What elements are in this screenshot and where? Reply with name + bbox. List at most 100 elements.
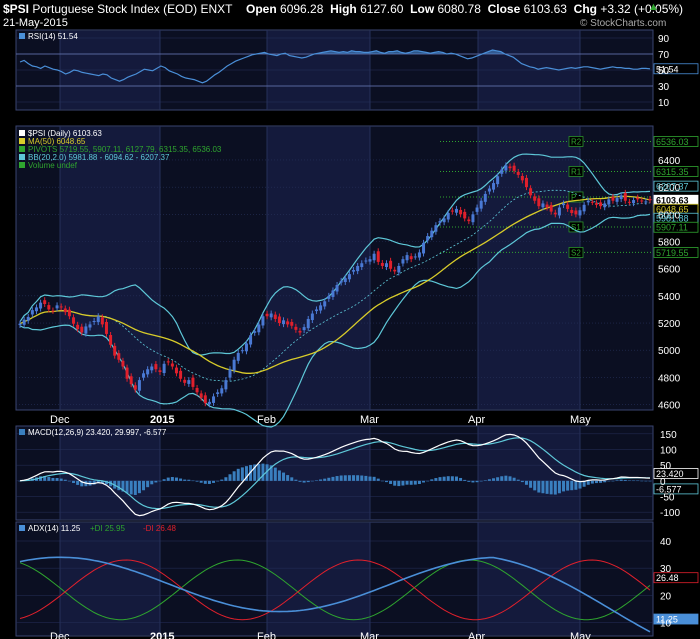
macd-histogram-bar	[438, 477, 442, 481]
candle-body	[356, 265, 360, 272]
macd-tag: 23.420	[656, 469, 684, 479]
month-shade	[478, 127, 580, 409]
candle-body	[216, 392, 220, 394]
candle-body	[327, 295, 331, 299]
price-legend-item: PIVOTS 5719.55, 5907.11, 6127.79, 6315.3…	[28, 145, 222, 154]
candle-body	[166, 361, 170, 363]
candle-body	[80, 326, 84, 333]
macd-histogram-bar	[236, 468, 240, 481]
macd-histogram-bar	[121, 480, 125, 492]
candle-body	[640, 200, 644, 202]
candle-body	[594, 203, 598, 205]
macd-histogram-bar	[467, 480, 471, 482]
candle-body	[129, 376, 133, 385]
candle-body	[479, 200, 483, 209]
month-shade	[60, 523, 160, 635]
macd-histogram-bar	[150, 480, 154, 485]
candle-body	[459, 209, 463, 215]
candle-body	[450, 210, 454, 212]
candle-body	[504, 165, 508, 171]
candle-body	[380, 262, 384, 266]
x-axis-label-adx: Feb	[257, 631, 276, 639]
macd-histogram-bar	[516, 479, 520, 481]
candle-body	[265, 313, 269, 317]
macd-histogram-bar	[96, 480, 100, 484]
candle-body	[615, 198, 619, 202]
candle-body	[22, 319, 26, 325]
pivot-label: R1	[571, 167, 582, 176]
macd-signal-line	[19, 437, 651, 510]
macd-histogram-bar	[632, 480, 636, 482]
macd-histogram-bar	[537, 480, 541, 493]
macd-line	[19, 433, 651, 517]
candle-body	[644, 201, 648, 203]
high-value: 6127.60	[360, 2, 404, 16]
price-tag: 6315.35	[656, 167, 689, 177]
macd-tag-box	[653, 468, 699, 479]
macd-histogram-bar	[442, 476, 446, 481]
candle-body	[611, 196, 615, 201]
candle-body	[273, 314, 277, 319]
macd-histogram-bar	[430, 479, 434, 481]
month-shade	[478, 523, 580, 635]
symbol-line: $PSI Portuguese Stock Index (EOD) ENXT	[3, 2, 232, 16]
candle-body	[545, 204, 549, 208]
macd-histogram-bar	[257, 464, 261, 481]
candle-body	[104, 321, 108, 334]
macd-histogram-bar	[496, 477, 500, 481]
rsi-tag-box	[653, 63, 699, 75]
candle-body	[483, 193, 487, 202]
candle-body	[302, 327, 306, 331]
macd-histogram-bar	[323, 478, 327, 481]
candle-body	[467, 219, 471, 222]
x-axis-label-adx: Mar	[360, 631, 379, 639]
chart-date: 21-May-2015	[3, 17, 68, 29]
symbol: $PSI	[3, 2, 30, 16]
macd-histogram-bar	[100, 480, 104, 484]
price-tag: 6207.37	[656, 182, 689, 192]
candle-body	[34, 307, 38, 312]
macd-histogram-bar	[302, 480, 306, 483]
candle-body	[121, 360, 125, 367]
candle-body	[352, 270, 356, 272]
macd-histogram-bar	[228, 474, 232, 481]
candle-body	[578, 210, 582, 216]
adx-tag-box	[653, 572, 699, 584]
macd-tag-box	[653, 483, 699, 495]
candle-body	[314, 309, 318, 312]
minus-di-line	[19, 559, 651, 621]
candle-body	[339, 280, 343, 283]
candle-body	[364, 260, 368, 262]
macd-histogram-bar	[529, 480, 533, 488]
macd-histogram-bar	[195, 480, 199, 482]
x-axis-label-price: Apr	[468, 414, 485, 426]
adx-y-tick: 10	[660, 618, 672, 629]
macd-label: MACD(12,26,9) 23.420, 29.997, -6.577	[28, 428, 167, 437]
macd-histogram-bar	[520, 480, 524, 483]
candle-body	[18, 323, 22, 326]
candle-body	[471, 214, 475, 223]
candle-body	[67, 309, 71, 317]
macd-histogram-bar	[55, 478, 59, 481]
macd-histogram-bar	[224, 477, 228, 481]
candle-body	[261, 316, 265, 326]
rsi-y-tick: 50	[658, 66, 670, 77]
x-axis-label-price: May	[570, 414, 591, 426]
macd-histogram-bar	[306, 480, 310, 483]
candle-body	[496, 176, 500, 185]
legend-swatch	[19, 138, 25, 144]
macd-histogram-bar	[434, 478, 438, 481]
macd-histogram-bar	[277, 470, 281, 481]
candle-body	[409, 256, 413, 260]
price-y-tick: 5600	[658, 265, 681, 276]
candle-body	[590, 201, 594, 203]
adx-y-tick: 30	[660, 564, 672, 575]
candle-body	[282, 320, 286, 325]
macd-histogram-bar	[142, 480, 146, 491]
macd-histogram-bar	[409, 480, 413, 485]
macd-histogram-bar	[417, 480, 421, 485]
macd-histogram-bar	[137, 480, 141, 494]
macd-histogram-bar	[191, 480, 195, 482]
candle-body	[586, 200, 590, 203]
macd-histogram-bar	[339, 475, 343, 481]
